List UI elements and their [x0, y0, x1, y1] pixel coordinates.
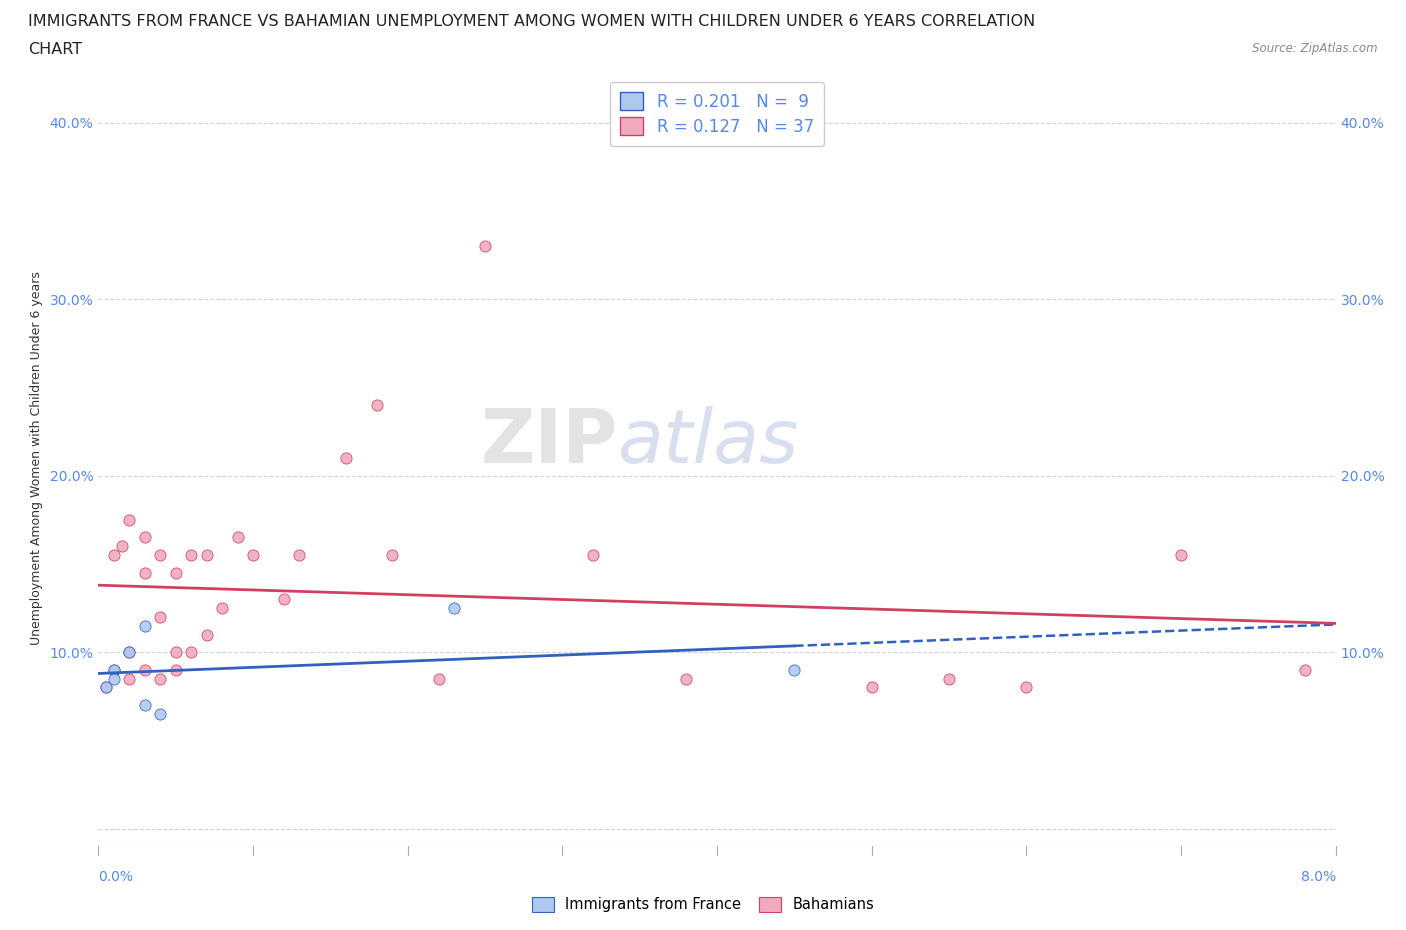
Point	[195, 627, 218, 642]
Point	[103, 671, 125, 686]
Point	[96, 680, 118, 695]
Legend: R = 0.201   N =  9, R = 0.127   N = 37: R = 0.201 N = 9, R = 0.127 N = 37	[610, 82, 824, 146]
Point	[474, 239, 496, 254]
Point	[134, 530, 156, 545]
Point	[1294, 662, 1316, 677]
Point	[335, 451, 357, 466]
Point	[134, 565, 156, 580]
Point	[381, 548, 404, 563]
Point	[134, 618, 156, 633]
Text: ZIP: ZIP	[481, 406, 619, 479]
Y-axis label: Unemployment Among Women with Children Under 6 years: Unemployment Among Women with Children U…	[30, 271, 42, 645]
Text: CHART: CHART	[28, 42, 82, 57]
Text: 8.0%: 8.0%	[1301, 870, 1336, 884]
Point	[288, 548, 311, 563]
Point	[118, 644, 141, 659]
Point	[242, 548, 264, 563]
Point	[783, 662, 806, 677]
Point	[118, 644, 141, 659]
Point	[211, 601, 233, 616]
Point	[165, 565, 187, 580]
Point	[165, 662, 187, 677]
Point	[118, 671, 141, 686]
Point	[180, 644, 202, 659]
Point	[582, 548, 605, 563]
Point	[96, 680, 118, 695]
Point	[1015, 680, 1038, 695]
Point	[103, 548, 125, 563]
Point	[443, 601, 465, 616]
Point	[149, 548, 172, 563]
Point	[149, 707, 172, 722]
Point	[273, 591, 295, 606]
Point	[226, 530, 249, 545]
Point	[180, 548, 202, 563]
Point	[103, 662, 125, 677]
Point	[103, 662, 125, 677]
Text: 0.0%: 0.0%	[98, 870, 134, 884]
Point	[149, 671, 172, 686]
Point	[149, 609, 172, 624]
Point	[118, 512, 141, 527]
Point	[860, 680, 883, 695]
Text: Source: ZipAtlas.com: Source: ZipAtlas.com	[1253, 42, 1378, 55]
Point	[675, 671, 697, 686]
Point	[366, 398, 388, 413]
Point	[165, 644, 187, 659]
Point	[134, 698, 156, 712]
Point	[938, 671, 960, 686]
Point	[1170, 548, 1192, 563]
Point	[134, 662, 156, 677]
Text: atlas: atlas	[619, 406, 800, 479]
Point	[111, 538, 134, 553]
Point	[427, 671, 450, 686]
Point	[195, 548, 218, 563]
Legend: Immigrants from France, Bahamians: Immigrants from France, Bahamians	[526, 891, 880, 918]
Text: IMMIGRANTS FROM FRANCE VS BAHAMIAN UNEMPLOYMENT AMONG WOMEN WITH CHILDREN UNDER : IMMIGRANTS FROM FRANCE VS BAHAMIAN UNEMP…	[28, 14, 1035, 29]
